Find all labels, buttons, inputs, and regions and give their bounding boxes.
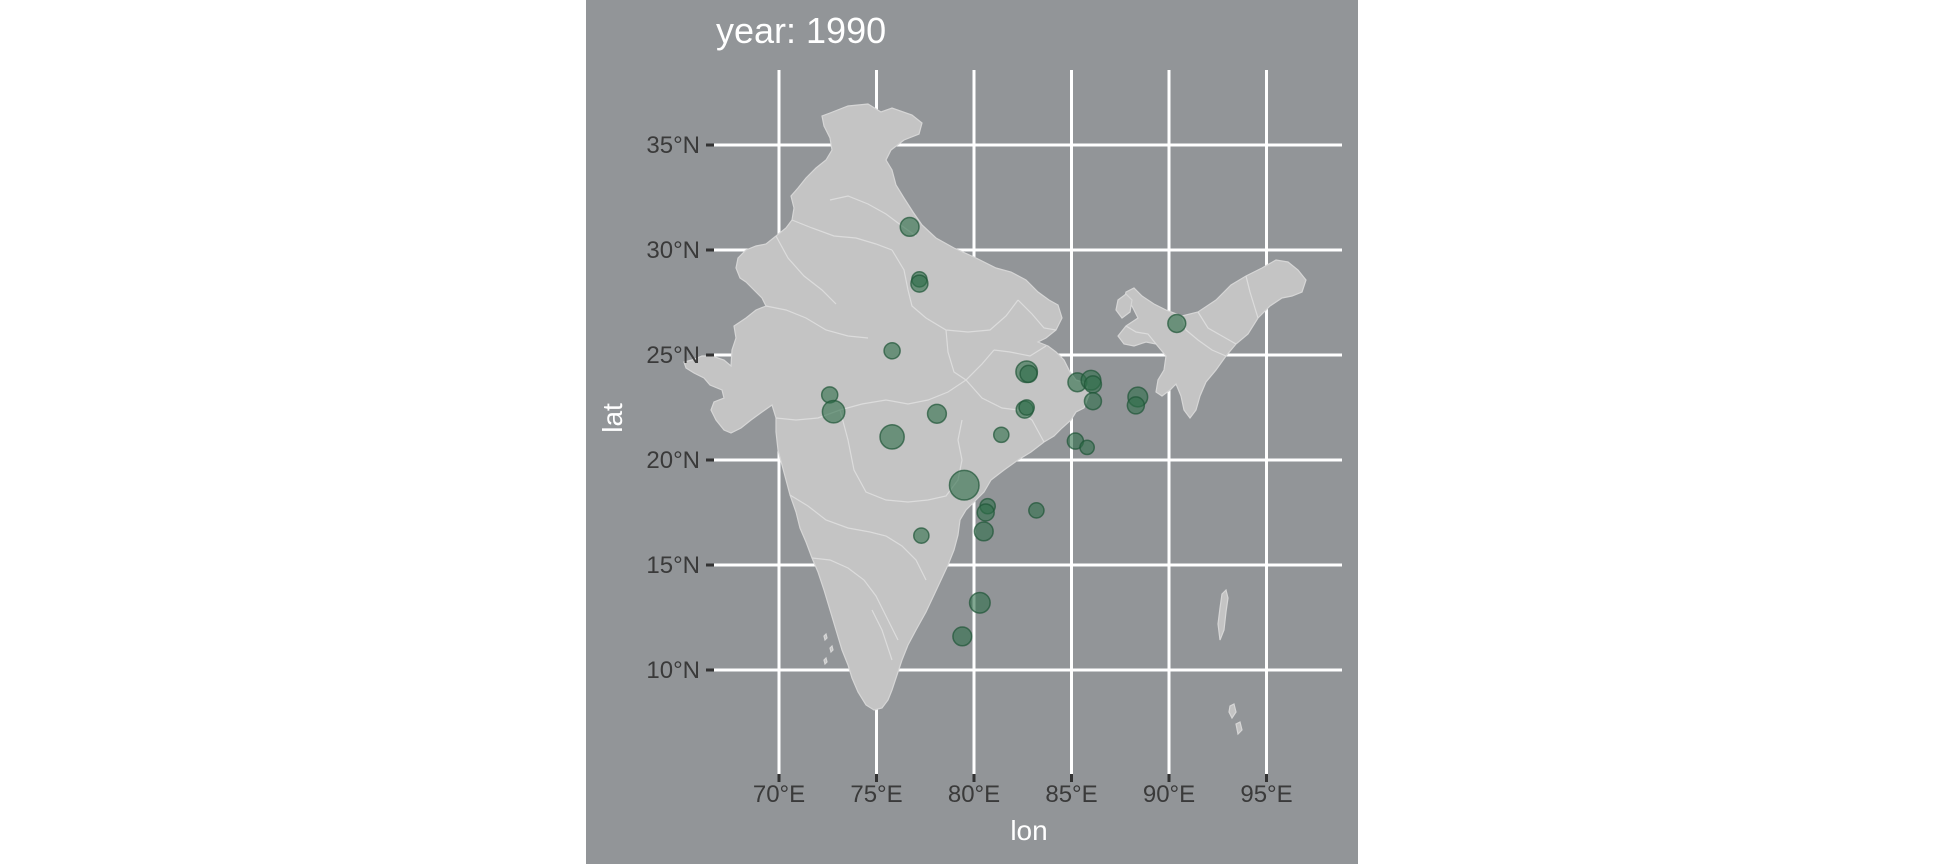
y-tick-label: 15°N: [646, 552, 700, 579]
city-point: [1167, 313, 1187, 334]
city-point: [1028, 502, 1045, 519]
india-mainland: [683, 103, 1090, 711]
city-point: [821, 399, 846, 424]
andaman-islands: [1217, 588, 1229, 641]
y-tick-label: 30°N: [646, 237, 700, 264]
city-point: [992, 426, 1010, 444]
city-points: [820, 216, 1187, 647]
city-point: [910, 274, 929, 293]
city-point: [973, 521, 994, 542]
india-landmass: [683, 103, 1307, 736]
map-canvas: 70°E 75°E 80°E 85°E 90°E 95°E 10°N 15°N 20°N 25°N…: [597, 10, 1342, 846]
y-tick-label: 25°N: [646, 342, 700, 369]
x-tick-label: 95°E: [1240, 781, 1292, 808]
map-panel: 70°E 75°E 80°E 85°E 90°E 95°E 10°N 15°N 20°N 25°N…: [586, 0, 1358, 864]
y-tick-label: 35°N: [646, 132, 700, 159]
india-northeast: [1117, 259, 1307, 419]
city-point: [952, 626, 973, 647]
city-point: [1083, 391, 1103, 411]
city-point: [1126, 396, 1146, 415]
city-point: [948, 469, 980, 501]
city-point: [1019, 364, 1038, 384]
x-tick-label: 70°E: [753, 781, 805, 808]
nicobar-islands: [1228, 703, 1243, 736]
x-tick-label: 80°E: [948, 781, 1000, 808]
city-point: [883, 342, 901, 360]
y-tick-label: 20°N: [646, 447, 700, 474]
city-point: [1018, 399, 1035, 416]
x-tick-label: 85°E: [1045, 781, 1097, 808]
city-point: [879, 424, 905, 450]
state-borders: [765, 195, 1259, 661]
city-point: [976, 503, 995, 522]
india-sikkim: [1115, 293, 1133, 319]
x-tick-label: 75°E: [850, 781, 902, 808]
city-point: [1079, 439, 1096, 456]
x-axis-title: lon: [1010, 815, 1047, 846]
city-point: [968, 591, 991, 614]
city-point: [1083, 375, 1103, 394]
plot-title: year: 1990: [716, 10, 886, 51]
x-tick-label: 90°E: [1143, 781, 1195, 808]
city-point: [926, 403, 948, 424]
y-tick-label: 10°N: [646, 657, 700, 684]
city-point: [899, 216, 920, 238]
lakshadweep-islands: [823, 632, 834, 666]
y-axis-title: lat: [597, 403, 628, 433]
city-point: [913, 527, 930, 544]
